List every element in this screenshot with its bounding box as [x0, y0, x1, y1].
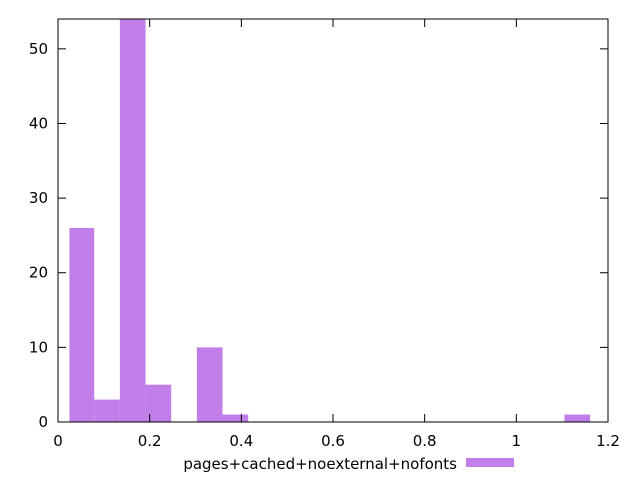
x-tick-label: 0.6: [321, 432, 345, 450]
axis-ticks: 0 0.2 0.4 0.6 0.8 1 1.2 0 10 20 30 40 50: [29, 19, 620, 450]
x-tick-label: 0.2: [138, 432, 162, 450]
histogram-bar-1: [94, 399, 120, 422]
histogram-bar-0: [69, 227, 95, 422]
y-tick-label: 40: [29, 114, 48, 132]
y-tick-label: 10: [29, 338, 48, 356]
legend-swatch: [466, 458, 514, 467]
histogram-bar-2: [119, 19, 146, 422]
histogram-bar-4: [196, 347, 223, 422]
histogram-bar-5: [222, 414, 249, 422]
y-tick-label: 30: [29, 189, 48, 207]
y-tick-label: 20: [29, 264, 48, 282]
x-tick-label: 0.8: [413, 432, 437, 450]
x-tick-label: 0.4: [229, 432, 253, 450]
x-tick-label: 1: [512, 432, 522, 450]
legend-label-pages-cached: pages+cached+noexternal+nofonts: [183, 455, 457, 473]
x-tick-label: 1.2: [596, 432, 620, 450]
x-tick-label: 0: [53, 432, 63, 450]
y-tick-label: 0: [38, 413, 48, 431]
histogram-bar-6: [564, 414, 591, 422]
legend: pages+cached+noexternal+nofonts: [183, 455, 514, 473]
y-tick-label: 50: [29, 40, 48, 58]
histogram-bars: [69, 19, 591, 422]
